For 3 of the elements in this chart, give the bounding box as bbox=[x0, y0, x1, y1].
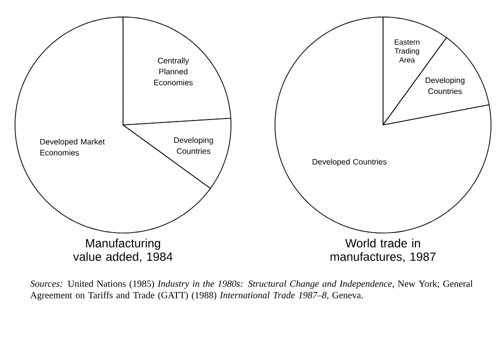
text: Manufacturing value added, 1984 bbox=[73, 238, 172, 262]
text: Sources: United Nations (1985) Industry in the 1980s: Structural Change and Independence, New York; General Agreement on Tariffs and Trade (GATT) (1988) International Trade 1987–8, Geneva. bbox=[30, 280, 473, 300]
text: World trade in manufactures, 1987 bbox=[330, 238, 436, 262]
